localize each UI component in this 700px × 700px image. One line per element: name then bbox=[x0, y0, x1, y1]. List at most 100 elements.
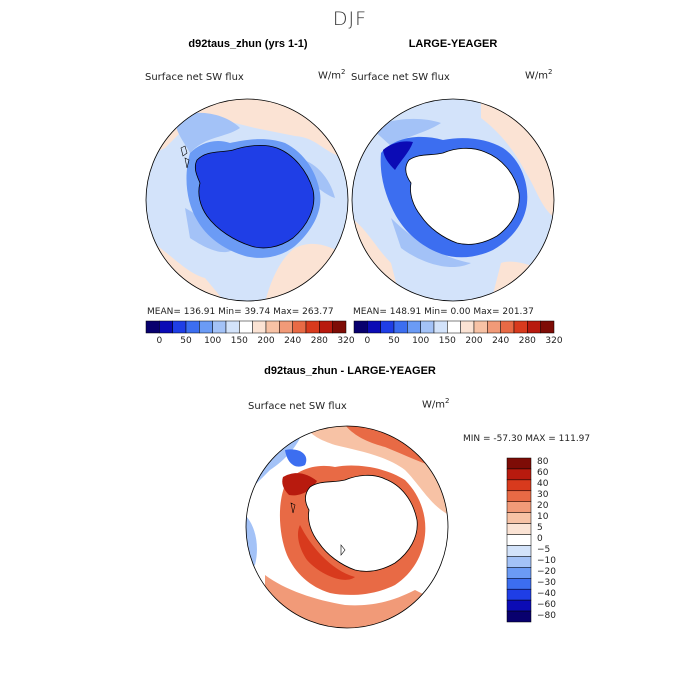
colorbar-swatch bbox=[172, 320, 187, 334]
colorbar-swatch bbox=[407, 320, 421, 334]
colorbar-swatch bbox=[527, 320, 541, 334]
colorbar-tick-label: −20 bbox=[537, 566, 556, 577]
colorbar-swatch bbox=[506, 578, 532, 590]
panel-1-polar-map bbox=[145, 98, 349, 302]
colorbar-tick-label: −30 bbox=[537, 577, 556, 588]
colorbar-tick-label: 40 bbox=[537, 479, 549, 490]
panel-3-units: W/m2 bbox=[422, 397, 450, 411]
colorbar-tick-label: 50 bbox=[180, 336, 192, 346]
colorbar-tick-label: 320 bbox=[337, 336, 355, 346]
panel-1-coastline bbox=[180, 145, 190, 169]
colorbar-swatch bbox=[506, 479, 532, 492]
colorbar-tick-label: 150 bbox=[230, 336, 248, 346]
panel-3-variable-label: Surface net SW flux bbox=[248, 401, 347, 412]
colorbar-tick-label: −60 bbox=[537, 599, 556, 610]
panel-2-units: W/m2 bbox=[525, 68, 553, 82]
colorbar-tick-label: 80 bbox=[537, 457, 549, 468]
panel-3-stats: MIN = -57.30 MAX = 111.97 bbox=[463, 434, 591, 444]
panel-3-coastline bbox=[290, 502, 346, 556]
panel-2-cool-patch bbox=[371, 118, 441, 146]
panel-3-title: d92taus_zhun - LARGE-YEAGER bbox=[264, 365, 436, 377]
colorbar-tick-label: 280 bbox=[518, 336, 536, 346]
colorbar-swatch bbox=[265, 320, 280, 334]
colorbar-swatch bbox=[353, 320, 368, 334]
colorbar-swatch bbox=[433, 320, 448, 334]
panel-2-antarctica-mask bbox=[405, 147, 520, 245]
colorbar-swatch bbox=[506, 588, 532, 601]
panel-3-map-border bbox=[245, 425, 449, 629]
figure-title: DJF bbox=[332, 8, 368, 30]
colorbar-swatch bbox=[513, 320, 528, 334]
colorbar-swatch bbox=[279, 320, 293, 334]
colorbar-swatch bbox=[332, 320, 347, 334]
panel-1-variable-label: Surface net SW flux bbox=[145, 72, 244, 83]
colorbar-swatch bbox=[506, 512, 532, 524]
colorbar-swatch bbox=[185, 320, 200, 334]
colorbar-tick-label: 320 bbox=[545, 336, 563, 346]
panel-1-stats: MEAN= 136.91 Min= 39.74 Max= 263.77 bbox=[147, 307, 334, 317]
colorbar-swatch bbox=[393, 320, 408, 334]
panel-3-antarctica-mask bbox=[304, 474, 418, 572]
colorbar-swatch bbox=[305, 320, 320, 334]
panel-2-stats: MEAN= 148.91 Min= 0.00 Max= 201.37 bbox=[353, 307, 534, 317]
colorbar-swatch bbox=[500, 320, 515, 334]
colorbar-swatch bbox=[506, 457, 532, 470]
colorbar-swatch bbox=[420, 320, 435, 334]
colorbar-swatch bbox=[506, 490, 532, 502]
panel-2-polar-map bbox=[351, 98, 555, 302]
colorbar-tick-label: 0 bbox=[364, 336, 371, 346]
colorbar-tick-label: 200 bbox=[465, 336, 483, 346]
colorbar-swatch bbox=[319, 320, 333, 334]
colorbar-swatch bbox=[212, 320, 227, 334]
colorbar-swatch bbox=[506, 610, 532, 623]
colorbar-swatch bbox=[199, 320, 213, 334]
panel-2-map-border bbox=[351, 98, 555, 302]
colorbar-swatch bbox=[487, 320, 501, 334]
panel-3-positive-patch bbox=[297, 525, 355, 580]
colorbar-swatch bbox=[506, 545, 532, 557]
colorbar-tick-label: −80 bbox=[537, 610, 556, 621]
panel-2-variable-label: Surface net SW flux bbox=[351, 72, 450, 83]
panel-1-units: W/m2 bbox=[318, 68, 346, 82]
panel-3-colorbar bbox=[506, 457, 532, 623]
colorbar-tick-label: 50 bbox=[388, 336, 400, 346]
colorbar-tick-label: 240 bbox=[492, 336, 510, 346]
colorbar-tick-label: 280 bbox=[310, 336, 328, 346]
colorbar-swatch bbox=[460, 320, 475, 334]
colorbar-swatch bbox=[506, 556, 532, 568]
colorbar-swatch bbox=[506, 567, 532, 579]
colorbar-swatch bbox=[239, 320, 253, 334]
colorbar-swatch bbox=[380, 320, 395, 334]
panel-2-warm-patch bbox=[491, 261, 554, 301]
colorbar-tick-label: −40 bbox=[537, 588, 556, 599]
colorbar-tick-label: 10 bbox=[537, 512, 549, 523]
panel-2-sea-ice-ring bbox=[383, 141, 413, 170]
colorbar-swatch bbox=[473, 320, 488, 334]
colorbar-swatch bbox=[540, 320, 555, 334]
panel-2-cool-patch bbox=[391, 218, 471, 268]
colorbar-tick-label: 5 bbox=[537, 523, 543, 534]
colorbar-swatch bbox=[506, 523, 532, 535]
colorbar-swatch bbox=[159, 320, 173, 334]
colorbar-swatch bbox=[367, 320, 381, 334]
panel-1-title: d92taus_zhun (yrs 1-1) bbox=[188, 38, 308, 50]
panel-1-map-border bbox=[145, 98, 349, 302]
colorbar-tick-label: 60 bbox=[537, 468, 549, 479]
colorbar-swatch bbox=[506, 599, 532, 612]
panel-2-colorbar bbox=[353, 320, 555, 334]
panel-3-positive-patch bbox=[265, 575, 435, 628]
colorbar-swatch bbox=[225, 320, 240, 334]
colorbar-tick-label: 240 bbox=[284, 336, 302, 346]
colorbar-swatch bbox=[145, 320, 160, 334]
colorbar-tick-label: 0 bbox=[156, 336, 163, 346]
colorbar-swatch bbox=[506, 534, 532, 546]
colorbar-tick-label: −5 bbox=[537, 544, 551, 555]
colorbar-tick-label: 30 bbox=[537, 490, 549, 501]
colorbar-swatch bbox=[292, 320, 307, 334]
panel-1-cool-patch bbox=[175, 112, 240, 153]
colorbar-tick-label: 100 bbox=[412, 336, 430, 346]
colorbar-tick-label: 100 bbox=[204, 336, 222, 346]
colorbar-tick-label: 200 bbox=[257, 336, 275, 346]
colorbar-swatch bbox=[447, 320, 461, 334]
panel-3-negative-patch bbox=[285, 449, 307, 467]
